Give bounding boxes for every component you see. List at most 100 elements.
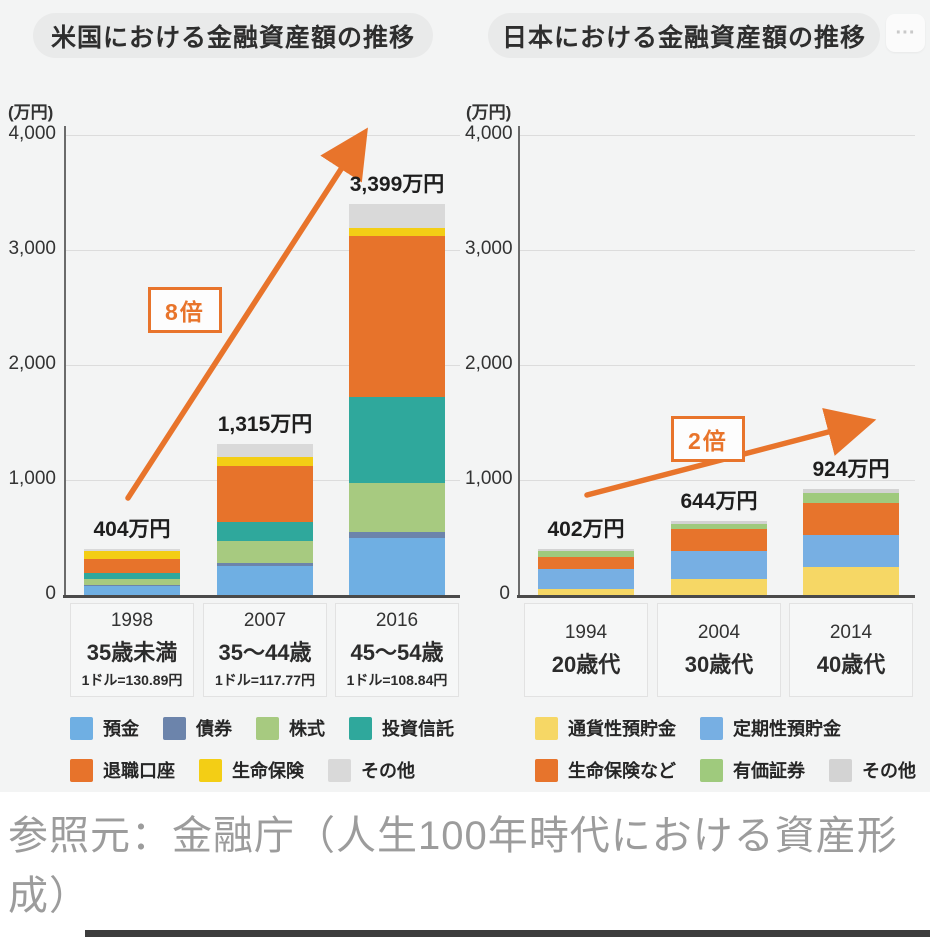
legend-item: 定期性預貯金 <box>700 715 841 741</box>
legend-item: 預金 <box>70 715 139 741</box>
x-year-label: 2014 <box>829 621 873 643</box>
legend-swatch-icon <box>256 716 279 740</box>
bar-total-label: 924万円 <box>812 457 890 481</box>
bar-segment <box>349 236 445 398</box>
bar-segment <box>84 548 180 552</box>
legend-swatch-icon <box>163 716 186 740</box>
chart-region: 米国における金融資産額の推移 日本における金融資産額の推移 ··· (万円) 8… <box>0 0 930 792</box>
japan-chart-panel: (万円) 2倍 通貨性預貯金 定期性預貯金 生命保険など 有価証券 その他 4,000 3… <box>465 90 930 792</box>
bar-segment <box>538 557 634 570</box>
bar-segment <box>84 573 180 580</box>
us-chart-panel: (万円) 8倍 預金 債券 株式 投資信託 退職口座 生命保険 その他 4,000 3,000… <box>0 90 465 792</box>
legend-label: 生命保険など <box>568 761 676 781</box>
stacked-bar <box>803 488 899 595</box>
bar-segment <box>349 228 445 237</box>
legend-swatch-icon <box>70 758 93 782</box>
plot-area <box>517 126 915 598</box>
more-options-button[interactable]: ··· <box>886 14 925 52</box>
bar-total-label: 402万円 <box>547 517 625 541</box>
grid-line <box>520 365 915 366</box>
bar-segment <box>84 551 180 560</box>
bar-segment <box>538 548 634 552</box>
bar-segment <box>538 551 634 558</box>
legend-item: 退職口座 <box>70 757 175 783</box>
legend-label: 債券 <box>196 719 232 739</box>
legend-label: 通貨性預貯金 <box>568 719 676 739</box>
legend-row: 預金 債券 株式 投資信託 <box>70 715 459 741</box>
legend: 通貨性預貯金 定期性預貯金 生命保険など 有価証券 その他 <box>535 715 924 783</box>
legend-swatch-icon <box>349 716 372 740</box>
bar-segment <box>671 529 767 552</box>
bar-total-label: 1,315万円 <box>217 412 313 436</box>
bar-segment <box>538 589 634 595</box>
stacked-bar <box>217 443 313 595</box>
legend-label: その他 <box>361 761 415 781</box>
x-age-group-label: 30歳代 <box>684 651 754 677</box>
x-year-label: 2007 <box>243 610 287 631</box>
ellipsis-icon: ··· <box>895 21 916 44</box>
legend-label: 有価証券 <box>733 761 805 781</box>
legend-swatch-icon <box>535 716 558 740</box>
bar-segment <box>803 503 899 535</box>
source-caption: 参照元：金融庁（人生100年時代における資産形成） <box>0 792 930 930</box>
bar-segment <box>349 483 445 533</box>
bar-total-label: 3,399万円 <box>349 173 445 197</box>
legend-label: 株式 <box>289 719 325 739</box>
x-age-group-label: 45〜54歳 <box>350 640 444 665</box>
legend-swatch-icon <box>700 758 723 782</box>
legend-swatch-icon <box>328 758 351 782</box>
bar-segment <box>803 492 899 504</box>
y-tick-label: 4,000 <box>465 123 513 144</box>
x-age-group-label: 35〜44歳 <box>218 640 312 665</box>
legend-swatch-icon <box>199 758 222 782</box>
legend-swatch-icon <box>829 758 852 782</box>
y-tick-label: 2,000 <box>465 353 513 374</box>
bar-segment <box>84 579 180 586</box>
legend-item: 生命保険 <box>199 757 304 783</box>
legend: 預金 債券 株式 投資信託退職口座 生命保険 その他 <box>70 715 459 783</box>
y-tick-label: 0 <box>499 583 510 604</box>
x-axis-label-cell: 2016 45〜54歳 1ドル=108.84円 <box>335 603 459 697</box>
bar-segment <box>217 443 313 457</box>
bar-segment <box>671 520 767 524</box>
bar-segment <box>671 551 767 580</box>
bar-segment <box>538 569 634 590</box>
y-tick-label: 3,000 <box>465 238 513 259</box>
x-axis-label-cell: 2014 40歳代 <box>789 603 913 697</box>
y-tick-label: 0 <box>45 583 56 604</box>
legend-row: 通貨性預貯金 定期性預貯金 <box>535 715 924 741</box>
x-axis-label-cell: 1998 35歳未満 1ドル=130.89円 <box>70 603 194 697</box>
legend-row: 退職口座 生命保険 その他 <box>70 757 459 783</box>
bar-segment <box>349 397 445 484</box>
x-age-group-label: 35歳未満 <box>86 640 178 665</box>
y-tick-label: 1,000 <box>8 468 56 489</box>
us-chart-title: 米国における金融資産額の推移 <box>33 13 433 58</box>
japan-chart-title: 日本における金融資産額の推移 <box>488 13 880 58</box>
legend-label: 定期性預貯金 <box>733 719 841 739</box>
bar-segment <box>84 559 180 574</box>
x-year-label: 2004 <box>697 621 741 643</box>
legend-item: 有価証券 <box>700 757 805 783</box>
bar-segment <box>217 465 313 522</box>
bar-segment <box>217 456 313 466</box>
bar-segment <box>349 538 445 595</box>
legend-row: 生命保険など 有価証券 その他 <box>535 757 924 783</box>
legend-swatch-icon <box>700 716 723 740</box>
bar-segment <box>803 567 899 595</box>
legend-item: 生命保険など <box>535 757 676 783</box>
y-axis-unit: (万円) <box>8 103 54 122</box>
x-axis-label-cell: 2004 30歳代 <box>657 603 781 697</box>
x-axis-label-cell: 1994 20歳代 <box>524 603 648 697</box>
bar-segment <box>217 565 313 595</box>
x-exchange-rate-label: 1ドル=130.89円 <box>81 672 183 688</box>
bar-segment <box>84 585 180 595</box>
x-age-group-label: 40歳代 <box>816 651 886 677</box>
legend-label: 投資信託 <box>382 719 454 739</box>
bar-segment <box>217 562 313 566</box>
legend-swatch-icon <box>535 758 558 782</box>
bottom-divider <box>85 930 930 937</box>
legend-label: 預金 <box>103 719 139 739</box>
grid-line <box>520 250 915 251</box>
y-tick-label: 4,000 <box>8 123 56 144</box>
